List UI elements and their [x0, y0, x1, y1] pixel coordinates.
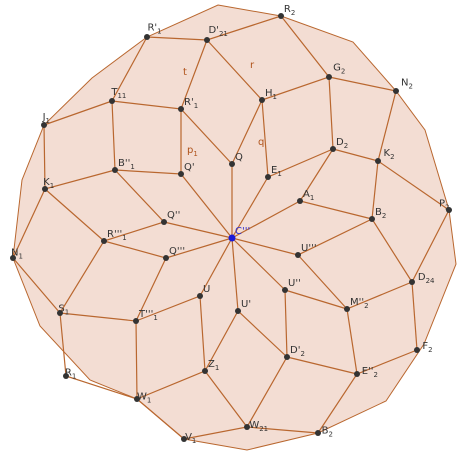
point-label-d2: D2	[336, 137, 348, 150]
point-label-b2b: B2	[322, 426, 333, 439]
point-m2[interactable]	[344, 306, 350, 312]
point-t1[interactable]	[133, 318, 139, 324]
segment-label-t: t	[183, 67, 187, 78]
segment-label-r: r	[250, 60, 255, 71]
point-label-qpp: Q''	[167, 210, 180, 221]
point-label-m2: M''2	[350, 297, 369, 310]
labels-layer: R'1 D'21 R2 G2 N2 T11 R'1 H1 J1 B''1 Q Q' E1 D2 K2 K1 Q'…	[11, 4, 449, 445]
point-label-d24: D24	[418, 272, 435, 285]
point-n2[interactable]	[393, 88, 399, 94]
point-label-j1: J1	[42, 112, 50, 125]
point-label-t1: T'''1	[138, 309, 158, 322]
point-label-w21: W21	[249, 420, 268, 433]
point-f2[interactable]	[414, 347, 420, 353]
point-d24[interactable]	[409, 279, 415, 285]
point-uppp[interactable]	[295, 252, 301, 258]
point-e2[interactable]	[354, 371, 360, 377]
point-label-n2: N2	[401, 77, 413, 90]
point-label-w1: W1	[137, 391, 151, 404]
point-label-r1: R1	[65, 368, 76, 381]
point-label-c: C'''	[235, 226, 250, 237]
points-layer	[10, 13, 452, 442]
point-u[interactable]	[197, 293, 203, 299]
point-label-r2: R2	[284, 4, 295, 17]
segment-label-p: p1	[187, 145, 198, 158]
point-label-v1: V1	[185, 432, 196, 445]
point-label-s1: S1	[58, 304, 69, 317]
point-z1[interactable]	[202, 368, 208, 374]
point-label-qp: Q'	[184, 162, 195, 173]
point-label-u: U	[203, 284, 210, 295]
point-label-d21: D'21	[208, 25, 227, 38]
point-e1[interactable]	[265, 174, 271, 180]
point-label-d2b: D'2	[290, 345, 305, 358]
point-b2b[interactable]	[315, 430, 321, 436]
point-label-b1pp: B''1	[118, 158, 135, 171]
point-w1[interactable]	[134, 396, 140, 402]
point-label-r1ppp: R'''1	[107, 229, 127, 242]
point-label-g2: G2	[333, 63, 345, 76]
point-r2[interactable]	[278, 13, 284, 19]
point-label-q: Q	[235, 152, 243, 163]
point-label-k1: K1	[43, 177, 54, 190]
point-label-qppp: Q'''	[169, 246, 185, 257]
point-label-b2: B2	[375, 207, 386, 220]
point-r1ppp[interactable]	[101, 238, 107, 244]
point-b1pp[interactable]	[112, 167, 118, 173]
point-n1[interactable]	[10, 255, 16, 261]
point-label-p2: P2	[439, 198, 450, 211]
point-k1[interactable]	[42, 186, 48, 192]
point-w21[interactable]	[244, 424, 250, 430]
point-qpp[interactable]	[161, 219, 167, 225]
point-label-n1: N1	[11, 247, 23, 260]
point-label-up: U'	[241, 299, 251, 310]
point-qppp[interactable]	[163, 255, 169, 261]
point-label-h1: H1	[265, 88, 277, 101]
point-v1[interactable]	[181, 436, 187, 442]
point-c[interactable]	[228, 234, 236, 242]
point-label-e1: E1	[271, 165, 282, 178]
point-h1[interactable]	[259, 97, 265, 103]
point-j1[interactable]	[41, 122, 47, 128]
point-label-r1p: R'1	[147, 22, 161, 35]
point-label-r1pp: R'1	[184, 97, 198, 110]
point-k2[interactable]	[375, 158, 381, 164]
segment-label-q: q	[258, 137, 264, 148]
point-t11[interactable]	[109, 98, 115, 104]
point-label-f2: F2	[422, 341, 432, 354]
outer-polygon	[12, 4, 457, 451]
point-label-e2: E''2	[362, 366, 378, 379]
segment-labels-layer: t r p1 q	[183, 60, 264, 158]
point-label-z1: Z1	[208, 359, 219, 372]
tiling-edges	[12, 15, 450, 440]
point-d2b[interactable]	[284, 354, 290, 360]
point-a1[interactable]	[297, 198, 303, 204]
point-p2[interactable]	[446, 207, 452, 213]
point-r1p[interactable]	[144, 34, 150, 40]
point-b2[interactable]	[369, 216, 375, 222]
point-r1[interactable]	[63, 373, 69, 379]
point-qp[interactable]	[178, 171, 184, 177]
point-d2[interactable]	[330, 146, 336, 152]
point-s1[interactable]	[57, 310, 63, 316]
point-up[interactable]	[235, 308, 241, 314]
point-label-upp: U''	[288, 278, 301, 289]
point-upp[interactable]	[282, 287, 288, 293]
point-d21[interactable]	[204, 37, 210, 43]
point-label-a1: A1	[303, 189, 314, 202]
point-g2[interactable]	[326, 74, 332, 80]
point-q[interactable]	[229, 161, 235, 167]
point-label-k2: K2	[384, 148, 395, 161]
point-label-uppp: U'''	[301, 243, 317, 254]
point-label-t11: T11	[110, 87, 126, 100]
point-r1pp[interactable]	[178, 106, 184, 112]
